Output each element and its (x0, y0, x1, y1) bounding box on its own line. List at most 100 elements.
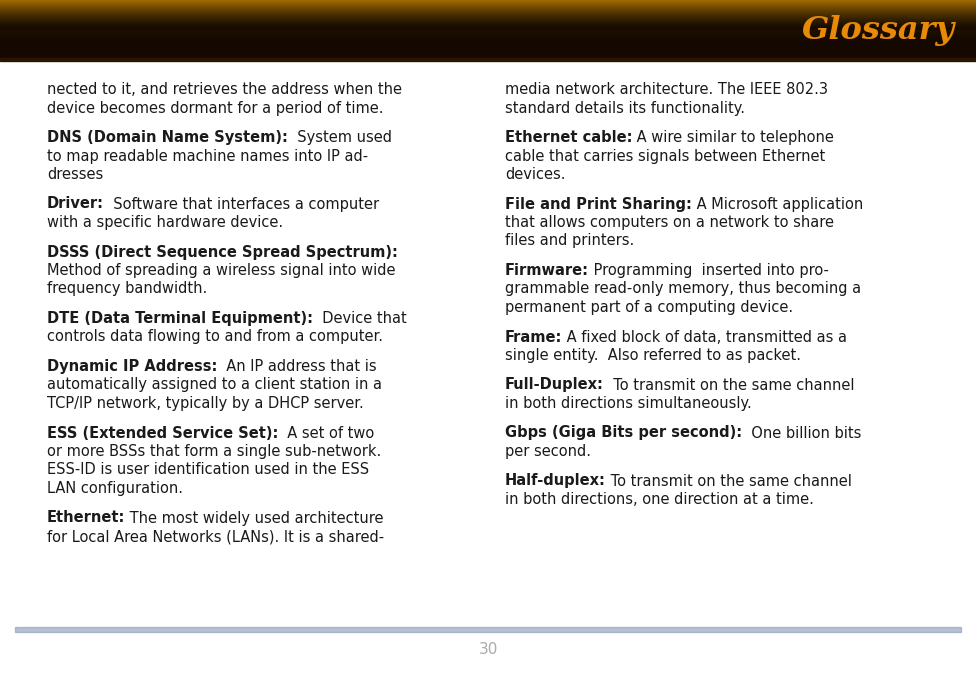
Bar (0, 16, 976, 17)
Text: Ethernet cable:: Ethernet cable: (505, 130, 632, 145)
Bar (0, 10, 976, 11)
Bar (0, 28, 976, 29)
Text: or more BSSs that form a single sub-network.: or more BSSs that form a single sub-netw… (47, 444, 382, 459)
Text: cable that carries signals between Ethernet: cable that carries signals between Ether… (505, 148, 826, 163)
Text: Glossary: Glossary (802, 15, 955, 46)
Text: files and printers.: files and printers. (505, 234, 634, 248)
Bar (0, 58, 976, 61)
Text: DTE (Data Terminal Equipment):: DTE (Data Terminal Equipment): (47, 311, 313, 326)
Text: dresses: dresses (47, 167, 103, 182)
Bar (0, 20, 976, 21)
Bar (0, 29, 976, 30)
Text: To transmit on the same channel: To transmit on the same channel (606, 473, 852, 489)
Bar (0, 22, 976, 23)
Text: File and Print Sharing:: File and Print Sharing: (505, 196, 692, 211)
Bar (0, 36, 976, 37)
Text: A wire similar to telephone: A wire similar to telephone (632, 130, 834, 145)
Bar (0, 30, 976, 31)
Bar (0, 41, 976, 42)
Text: permanent part of a computing device.: permanent part of a computing device. (505, 300, 793, 315)
Text: Frame:: Frame: (505, 329, 562, 344)
Bar (0, 3, 976, 4)
Text: System used: System used (288, 130, 392, 145)
Text: Programming  inserted into pro-: Programming inserted into pro- (589, 263, 829, 278)
Bar (0, 57, 976, 58)
Text: grammable read-only memory, thus becoming a: grammable read-only memory, thus becomin… (505, 281, 861, 296)
Bar (0, 53, 976, 54)
Text: One billion bits: One billion bits (742, 425, 862, 441)
Text: per second.: per second. (505, 444, 591, 459)
Text: An IP address that is: An IP address that is (218, 359, 377, 374)
Bar (0, 1, 976, 2)
Bar (0, 42, 976, 43)
Text: Driver:: Driver: (47, 196, 104, 211)
Bar (15, 627, 961, 632)
Bar (0, 0, 976, 58)
Bar (0, 9, 976, 10)
Bar (0, 24, 976, 25)
Text: Gbps (Giga Bits per second):: Gbps (Giga Bits per second): (505, 425, 742, 441)
Bar (0, 19, 976, 20)
Text: single entity.  Also referred to as packet.: single entity. Also referred to as packe… (505, 348, 801, 363)
Bar (0, 44, 976, 45)
Bar (0, 14, 976, 15)
Text: automatically assigned to a client station in a: automatically assigned to a client stati… (47, 377, 382, 392)
Text: LAN configuration.: LAN configuration. (47, 481, 183, 496)
Text: 30: 30 (478, 643, 498, 657)
Text: standard details its functionality.: standard details its functionality. (505, 101, 745, 115)
Text: A fixed block of data, transmitted as a: A fixed block of data, transmitted as a (562, 329, 847, 344)
Text: DNS (Domain Name System):: DNS (Domain Name System): (47, 130, 288, 145)
Text: DSSS (Direct Sequence Spread Spectrum):: DSSS (Direct Sequence Spread Spectrum): (47, 244, 398, 259)
Bar (0, 37, 976, 38)
Text: device becomes dormant for a period of time.: device becomes dormant for a period of t… (47, 101, 384, 115)
Text: controls data flowing to and from a computer.: controls data flowing to and from a comp… (47, 329, 383, 344)
Bar (0, 40, 976, 41)
Bar (0, 31, 976, 32)
Text: A Microsoft application: A Microsoft application (692, 196, 863, 211)
Text: nected to it, and retrieves the address when the: nected to it, and retrieves the address … (47, 82, 402, 97)
Text: Method of spreading a wireless signal into wide: Method of spreading a wireless signal in… (47, 263, 395, 278)
Text: To transmit on the same channel: To transmit on the same channel (604, 377, 854, 392)
Bar (0, 56, 976, 57)
Text: that allows computers on a network to share: that allows computers on a network to sh… (505, 215, 834, 230)
Bar (0, 2, 976, 3)
Bar (0, 11, 976, 12)
Text: Device that: Device that (313, 311, 407, 326)
Bar (0, 49, 976, 50)
Text: to map readable machine names into IP ad-: to map readable machine names into IP ad… (47, 148, 368, 163)
Bar (0, 46, 976, 47)
Bar (0, 51, 976, 52)
Text: Dynamic IP Address:: Dynamic IP Address: (47, 359, 218, 374)
Bar (0, 5, 976, 6)
Bar (0, 32, 976, 33)
Text: Software that interfaces a computer: Software that interfaces a computer (104, 196, 379, 211)
Bar (0, 21, 976, 22)
Text: for Local Area Networks (LANs). It is a shared-: for Local Area Networks (LANs). It is a … (47, 529, 385, 544)
Bar (0, 38, 976, 39)
Text: ESS-ID is user identification used in the ESS: ESS-ID is user identification used in th… (47, 462, 369, 477)
Bar (0, 23, 976, 24)
Text: devices.: devices. (505, 167, 565, 182)
Text: media network architecture. The IEEE 802.3: media network architecture. The IEEE 802… (505, 82, 828, 97)
Text: Half-duplex:: Half-duplex: (505, 473, 606, 489)
Text: A set of two: A set of two (278, 425, 375, 441)
Bar (0, 12, 976, 13)
Bar (0, 18, 976, 19)
Bar (0, 33, 976, 34)
Bar (0, 34, 976, 35)
Bar (0, 8, 976, 9)
Bar (0, 43, 976, 44)
Bar (0, 48, 976, 49)
Bar (0, 39, 976, 40)
Bar (0, 6, 976, 7)
Bar (0, 52, 976, 53)
Text: Full-Duplex:: Full-Duplex: (505, 377, 604, 392)
Bar (0, 26, 976, 27)
Text: The most widely used architecture: The most widely used architecture (125, 510, 384, 526)
Bar (0, 17, 976, 18)
Text: in both directions simultaneously.: in both directions simultaneously. (505, 396, 752, 411)
Bar (0, 55, 976, 56)
Text: TCP/IP network, typically by a DHCP server.: TCP/IP network, typically by a DHCP serv… (47, 396, 364, 411)
Text: frequency bandwidth.: frequency bandwidth. (47, 281, 207, 296)
Bar (0, 27, 976, 28)
